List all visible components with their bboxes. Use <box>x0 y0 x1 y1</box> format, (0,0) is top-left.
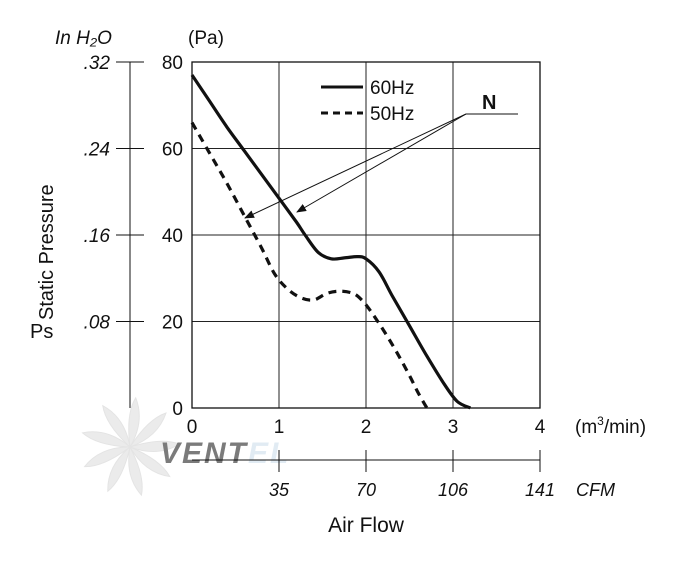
y-tick-label: 0 <box>172 399 183 420</box>
series-line-60hz <box>190 74 472 410</box>
x-axis-title: Air Flow <box>328 514 405 537</box>
m3min-unit-label: (m3/min) <box>575 414 646 438</box>
annotation-arrow-60hz <box>296 113 467 213</box>
m3min-tick-labels: 0 1 2 3 4 <box>187 417 546 438</box>
fan-blade <box>128 445 143 497</box>
inh2o-tick-label: .08 <box>84 313 111 334</box>
inh2o-tick-label: .32 <box>84 53 111 74</box>
inh2o-ticks: .08 .16 .24 .32 <box>84 53 144 334</box>
ventel-watermark: VENTEL <box>81 396 290 497</box>
fan-blade <box>128 445 171 478</box>
cfm-tick-label: 141 <box>525 480 555 500</box>
y-tick-label: 80 <box>162 53 183 74</box>
fan-blade <box>81 431 132 448</box>
watermark-text: VENTEL <box>160 437 290 470</box>
inh2o-tick-label: .24 <box>84 140 110 161</box>
legend-60hz-label: 60Hz <box>370 78 414 99</box>
fan-blade <box>102 404 131 449</box>
x-tick-label: 1 <box>274 417 285 438</box>
y-axis-title: Static Pressure <box>36 184 58 320</box>
x-tick-label: 0 <box>187 417 198 438</box>
cfm-ticks: 35 70 106 141 <box>269 450 555 500</box>
inh2o-unit-label: In H₂O <box>55 28 112 49</box>
y-axis-symbol: Ps <box>30 321 53 343</box>
fan-blade <box>128 440 181 452</box>
fan-logo-icon <box>81 396 181 497</box>
annotation-arrow-50hz <box>244 113 467 219</box>
fan-blade <box>107 445 131 493</box>
series-layer <box>190 74 472 410</box>
y-tick-label: 40 <box>162 226 183 247</box>
legend-50hz-label: 50Hz <box>370 104 414 125</box>
plot-frame <box>191 61 541 409</box>
annotation-n-label: N <box>482 92 496 114</box>
inh2o-tick-label: .16 <box>84 226 111 247</box>
cfm-tick-label: 70 <box>356 480 376 500</box>
fan-blade <box>128 396 140 449</box>
y-tick-label: 20 <box>162 313 183 334</box>
x-tick-label: 2 <box>361 417 372 438</box>
pa-unit-label: (Pa) <box>188 28 224 49</box>
fan-blade <box>83 446 132 468</box>
pa-tick-labels: 0 20 40 60 80 <box>162 53 183 420</box>
y-tick-label: 60 <box>162 140 183 161</box>
series-line-50hz <box>190 121 429 409</box>
cfm-tick-label: 35 <box>269 480 290 500</box>
annotation-n: N <box>244 92 518 219</box>
cfm-unit-label: CFM <box>576 480 615 500</box>
x-tick-label: 3 <box>448 417 459 438</box>
cfm-tick-label: 106 <box>438 480 469 500</box>
fan-blade <box>128 412 167 448</box>
x-tick-label: 4 <box>535 417 546 438</box>
legend: 60Hz 50Hz <box>321 78 414 125</box>
